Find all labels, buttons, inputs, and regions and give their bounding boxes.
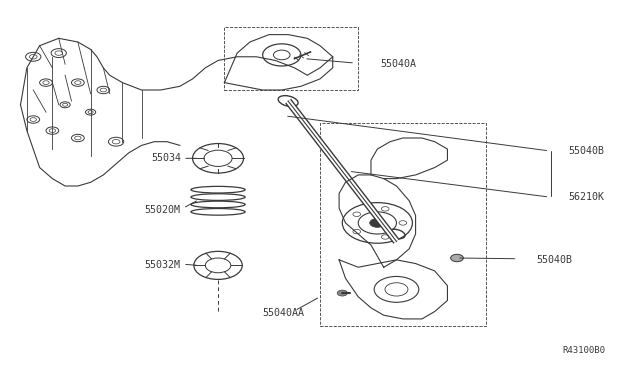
Text: 55034: 55034 (151, 153, 181, 163)
Text: 55040AA: 55040AA (262, 308, 305, 318)
Circle shape (370, 218, 385, 227)
Text: 55020M: 55020M (145, 205, 180, 215)
Text: 55040B: 55040B (537, 255, 573, 265)
Text: 55040A: 55040A (381, 59, 417, 69)
Text: 55040B: 55040B (568, 146, 605, 156)
Text: 56210K: 56210K (568, 192, 605, 202)
Circle shape (337, 290, 348, 296)
Text: R43100B0: R43100B0 (562, 346, 605, 355)
Circle shape (451, 254, 463, 262)
Text: 55032M: 55032M (145, 260, 180, 270)
